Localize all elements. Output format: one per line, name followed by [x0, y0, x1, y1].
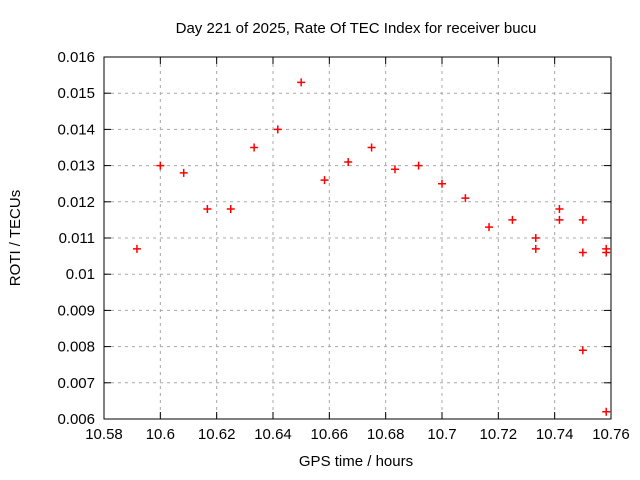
x-tick-label: 10.72 [480, 426, 518, 443]
y-tick-label: 0.006 [57, 411, 95, 428]
data-points-layer [132, 78, 611, 416]
y-axis-label: ROTI / TECUs [7, 190, 24, 286]
data-point-marker [602, 407, 611, 416]
data-point-marker [390, 165, 399, 174]
data-point-marker [297, 78, 306, 87]
chart-title: Day 221 of 2025, Rate Of TEC Index for r… [176, 20, 537, 37]
y-tick-label: 0.016 [57, 49, 95, 66]
y-tick-label: 0.015 [57, 85, 95, 102]
x-tick-label: 10.66 [311, 426, 349, 443]
data-point-marker [531, 244, 540, 253]
data-point-marker [555, 205, 564, 214]
y-tick-label: 0.008 [57, 339, 95, 356]
y-tick-label: 0.012 [57, 194, 95, 211]
y-tick-label: 0.014 [57, 121, 95, 138]
data-point-marker [461, 194, 470, 203]
y-tick-label: 0.013 [57, 158, 95, 175]
x-tick-label: 10.6 [146, 426, 175, 443]
y-tick-label: 0.009 [57, 302, 95, 319]
x-tick-label: 10.7 [427, 426, 456, 443]
data-point-marker [273, 125, 282, 134]
data-point-marker [414, 161, 423, 170]
data-point-marker [156, 161, 165, 170]
data-point-marker [578, 215, 587, 224]
x-tick-label: 10.62 [198, 426, 236, 443]
tick-label-layer: 10.58 10.6 10.62 10.64 10.66 10.68 10.7 10.72 10… [57, 49, 629, 443]
data-point-marker [132, 244, 141, 253]
x-tick-label: 10.58 [85, 426, 123, 443]
data-point-marker [555, 215, 564, 224]
data-point-marker [250, 143, 259, 152]
data-point-marker [578, 346, 587, 355]
tick-layer [103, 56, 612, 420]
data-point-marker [485, 223, 494, 232]
data-point-marker [508, 215, 517, 224]
data-point-marker [602, 248, 611, 257]
data-point-marker [226, 205, 235, 214]
data-point-marker [203, 205, 212, 214]
data-point-marker [344, 157, 353, 166]
x-axis-label: GPS time / hours [299, 453, 413, 470]
data-point-marker [578, 248, 587, 257]
y-tick-label: 0.007 [57, 375, 95, 392]
data-point-marker [367, 143, 376, 152]
x-tick-label: 10.76 [592, 426, 630, 443]
y-tick-label: 0.011 [59, 230, 95, 247]
data-point-marker [320, 176, 329, 185]
plot-border [103, 56, 612, 420]
data-point-marker [438, 179, 446, 188]
data-point-marker [531, 234, 540, 242]
x-tick-label: 10.64 [254, 426, 292, 443]
y-tick-label: 0.01 [66, 266, 95, 283]
x-tick-label: 10.68 [367, 426, 405, 443]
data-point-marker [179, 168, 188, 177]
x-tick-label: 10.74 [536, 426, 574, 443]
